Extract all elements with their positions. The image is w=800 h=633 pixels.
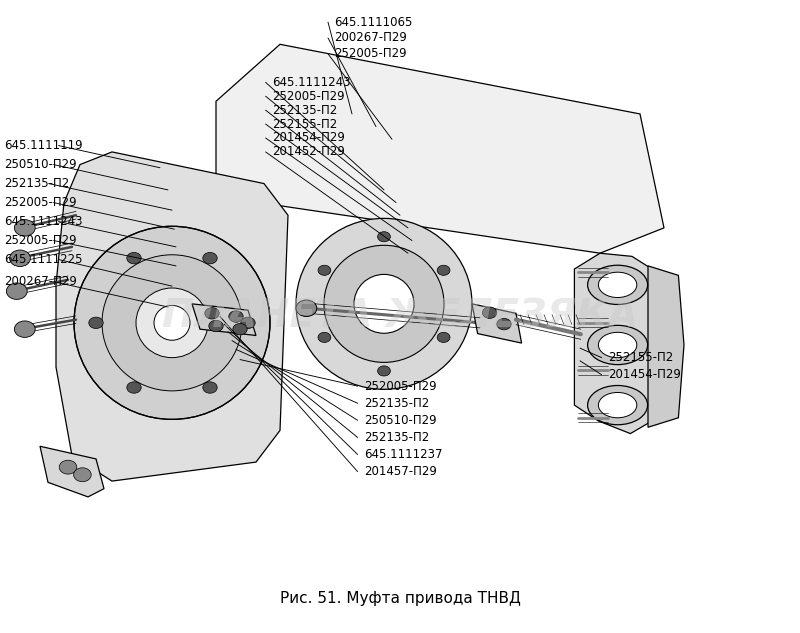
Ellipse shape <box>598 272 637 298</box>
Text: 252135-П2: 252135-П2 <box>4 177 70 190</box>
Text: 252135-П2: 252135-П2 <box>364 397 430 410</box>
Ellipse shape <box>154 306 190 340</box>
Text: 645.1111119: 645.1111119 <box>4 139 82 152</box>
Circle shape <box>482 307 497 318</box>
Circle shape <box>437 265 450 275</box>
Polygon shape <box>216 44 664 253</box>
Circle shape <box>378 232 390 242</box>
Circle shape <box>59 460 77 474</box>
Ellipse shape <box>598 392 637 418</box>
Circle shape <box>203 253 218 264</box>
Circle shape <box>6 283 27 299</box>
Text: 252135-П2: 252135-П2 <box>364 431 430 444</box>
Circle shape <box>203 382 218 393</box>
Polygon shape <box>40 446 104 497</box>
Text: Рис. 51. Муфта привода ТНВД: Рис. 51. Муфта привода ТНВД <box>279 591 521 606</box>
Ellipse shape <box>598 332 637 358</box>
Circle shape <box>378 366 390 376</box>
Ellipse shape <box>354 275 414 333</box>
Text: 252135-П2: 252135-П2 <box>272 104 338 116</box>
Polygon shape <box>648 266 684 427</box>
Circle shape <box>497 318 511 330</box>
Text: 645.1111237: 645.1111237 <box>364 448 442 461</box>
Text: 252155-П2: 252155-П2 <box>272 118 338 130</box>
Polygon shape <box>574 253 656 434</box>
Circle shape <box>437 332 450 342</box>
Circle shape <box>296 300 317 316</box>
Text: 250510-П29: 250510-П29 <box>4 158 77 171</box>
Text: 252155-П2: 252155-П2 <box>608 351 674 364</box>
Text: 252005-П29: 252005-П29 <box>4 196 77 209</box>
Text: 201454-П29: 201454-П29 <box>272 132 345 144</box>
Polygon shape <box>56 152 288 481</box>
Polygon shape <box>192 304 256 335</box>
Circle shape <box>126 382 141 393</box>
Circle shape <box>14 220 35 236</box>
Text: 201457-П29: 201457-П29 <box>364 465 437 478</box>
Circle shape <box>74 468 91 482</box>
Ellipse shape <box>102 254 242 391</box>
Text: 200267-П29: 200267-П29 <box>4 275 77 288</box>
Ellipse shape <box>324 245 444 362</box>
Circle shape <box>14 321 35 337</box>
Circle shape <box>241 317 255 329</box>
Ellipse shape <box>296 218 472 389</box>
Text: 200267-П29: 200267-П29 <box>334 32 407 44</box>
Text: 201454-П29: 201454-П29 <box>608 368 681 381</box>
Text: 645.1111225: 645.1111225 <box>4 253 82 266</box>
Text: 252005-П29: 252005-П29 <box>364 380 437 392</box>
Circle shape <box>126 253 141 264</box>
Text: 252005-П29: 252005-П29 <box>4 234 77 247</box>
Ellipse shape <box>587 325 648 365</box>
Text: 201452-П29: 201452-П29 <box>272 146 345 158</box>
Ellipse shape <box>587 265 648 304</box>
Text: 252005-П29: 252005-П29 <box>272 90 345 103</box>
Text: 250510-П29: 250510-П29 <box>364 414 437 427</box>
Text: 645.1111243: 645.1111243 <box>4 215 82 228</box>
Text: 252005-П29: 252005-П29 <box>334 47 407 60</box>
Ellipse shape <box>136 288 208 358</box>
Circle shape <box>89 317 103 329</box>
Circle shape <box>229 311 243 322</box>
Circle shape <box>205 308 219 319</box>
Polygon shape <box>472 304 522 343</box>
Text: ПЛАНЕТА ЖЕЛЕЗЯКА: ПЛАНЕТА ЖЕЛЕЗЯКА <box>162 298 638 335</box>
Text: 645.1111243: 645.1111243 <box>272 76 350 89</box>
Circle shape <box>233 323 247 335</box>
Text: 645.1111065: 645.1111065 <box>334 16 413 28</box>
Circle shape <box>10 250 30 266</box>
Ellipse shape <box>74 227 270 419</box>
Circle shape <box>318 265 331 275</box>
Circle shape <box>318 332 331 342</box>
Ellipse shape <box>587 385 648 425</box>
Circle shape <box>209 320 223 332</box>
